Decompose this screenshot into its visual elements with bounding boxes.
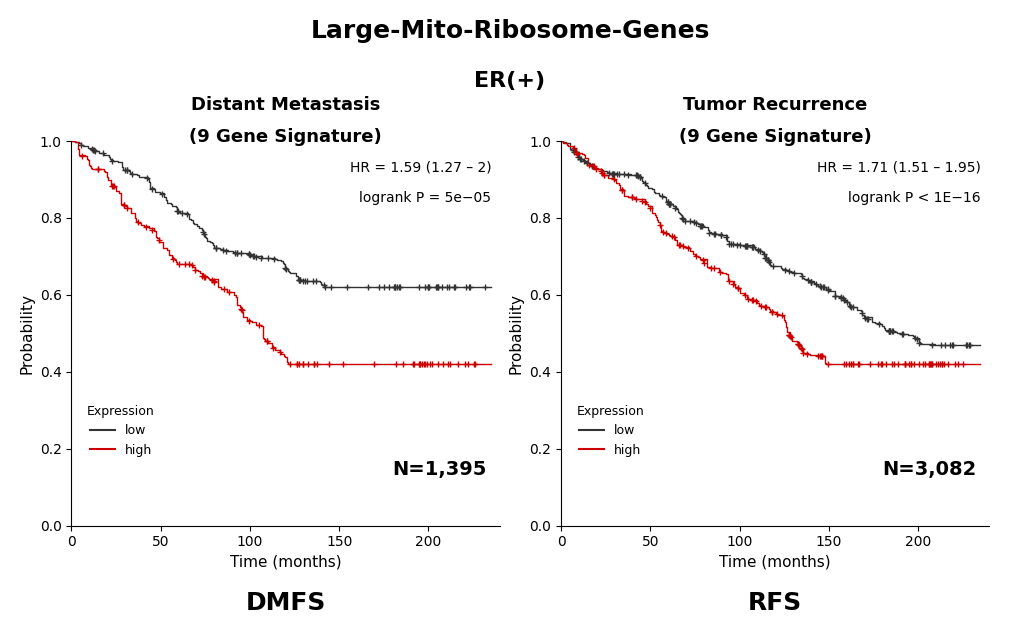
- Text: RFS: RFS: [747, 592, 802, 615]
- X-axis label: Time (months): Time (months): [718, 555, 830, 570]
- Legend: low, high: low, high: [82, 400, 160, 462]
- Y-axis label: Probability: Probability: [508, 293, 523, 374]
- Text: DMFS: DMFS: [246, 592, 325, 615]
- Text: (9 Gene Signature): (9 Gene Signature): [190, 128, 381, 146]
- X-axis label: Time (months): Time (months): [229, 555, 341, 570]
- Text: Large-Mito-Ribosome-Genes: Large-Mito-Ribosome-Genes: [310, 19, 709, 43]
- Y-axis label: Probability: Probability: [19, 293, 34, 374]
- Text: logrank P = 5e−05: logrank P = 5e−05: [359, 191, 491, 205]
- Text: N=1,395: N=1,395: [392, 460, 486, 479]
- Text: (9 Gene Signature): (9 Gene Signature): [679, 128, 870, 146]
- Text: Tumor Recurrence: Tumor Recurrence: [683, 96, 866, 114]
- Text: N=3,082: N=3,082: [881, 460, 975, 479]
- Text: HR = 1.59 (1.27 – 2): HR = 1.59 (1.27 – 2): [350, 160, 491, 174]
- Legend: low, high: low, high: [571, 400, 649, 462]
- Text: Distant Metastasis: Distant Metastasis: [191, 96, 380, 114]
- Text: ER(+): ER(+): [474, 71, 545, 90]
- Text: logrank P < 1E−16: logrank P < 1E−16: [848, 191, 980, 205]
- Text: HR = 1.71 (1.51 – 1.95): HR = 1.71 (1.51 – 1.95): [816, 160, 980, 174]
